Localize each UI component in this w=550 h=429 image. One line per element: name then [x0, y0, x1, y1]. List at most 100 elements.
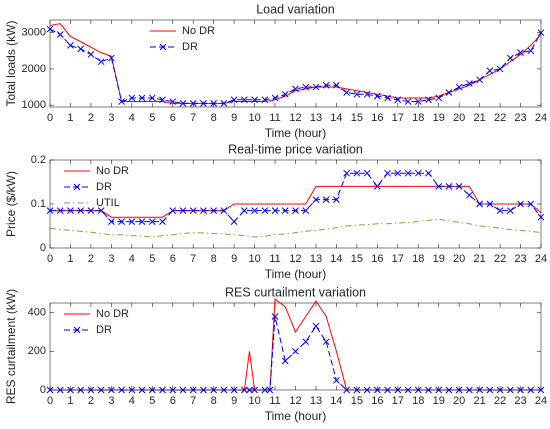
x-tick-label: 5	[149, 253, 155, 265]
marker	[220, 100, 228, 107]
x-tick-label: 0	[47, 112, 53, 124]
x-tick-label: 18	[412, 112, 424, 124]
y-tick-label: 0.1	[31, 198, 46, 210]
x-tick-label: 2	[88, 253, 94, 265]
x-tick-label: 24	[535, 253, 547, 265]
marker	[506, 207, 514, 214]
marker	[138, 94, 146, 102]
marker	[363, 90, 371, 98]
marker	[108, 218, 115, 225]
x-tick-label: 16	[371, 112, 383, 124]
marker	[486, 200, 494, 208]
x-tick-label: 1	[67, 112, 73, 124]
x-axis-label: Time (hour)	[265, 126, 327, 140]
marker	[169, 98, 177, 105]
marker	[425, 96, 432, 104]
x-tick-label: 22	[494, 395, 506, 407]
marker	[343, 89, 350, 96]
x-tick-label: 17	[392, 253, 404, 265]
marker	[271, 207, 279, 214]
marker	[496, 65, 504, 73]
x-tick-label: 9	[231, 395, 237, 407]
marker	[87, 51, 95, 58]
x-tick-label: 0	[47, 253, 53, 265]
y-tick-label: 2000	[22, 63, 46, 75]
marker	[435, 94, 443, 102]
x-tick-label: 18	[412, 253, 424, 265]
x-tick-label: 2	[88, 395, 94, 407]
marker	[496, 207, 504, 214]
x-tick-label: 15	[351, 112, 363, 124]
marker	[230, 96, 238, 104]
chart-title: Load variation	[256, 2, 335, 16]
marker	[179, 100, 187, 107]
marker	[476, 76, 483, 84]
x-tick-label: 6	[170, 395, 176, 407]
marker	[302, 83, 310, 91]
x-tick-label: 3	[108, 253, 114, 265]
legend-label: DR	[182, 41, 198, 53]
x-tick-label: 7	[190, 253, 196, 265]
x-tick-label: 22	[494, 112, 506, 124]
x-tick-label: 8	[211, 253, 217, 265]
marker	[312, 83, 320, 91]
marker	[312, 322, 320, 330]
x-tick-label: 21	[474, 395, 486, 407]
marker	[56, 31, 64, 38]
x-tick-label: 16	[371, 395, 383, 407]
x-tick-label: 21	[474, 112, 486, 124]
x-tick-label: 24	[535, 112, 547, 124]
marker	[179, 207, 187, 214]
legend-label: No DR	[96, 165, 129, 177]
x-tick-label: 20	[453, 395, 465, 407]
marker	[241, 207, 248, 214]
marker	[128, 218, 136, 225]
marker	[138, 218, 146, 225]
marker	[506, 54, 514, 62]
marker	[200, 100, 207, 107]
legend-label: No DR	[96, 308, 129, 320]
chart-title: RES curtailment variation	[225, 285, 366, 299]
marker	[414, 169, 422, 177]
marker	[455, 183, 463, 190]
marker	[159, 96, 166, 104]
x-tick-label: 23	[514, 395, 526, 407]
marker	[302, 338, 310, 346]
marker	[476, 200, 483, 208]
marker	[517, 200, 524, 208]
x-tick-label: 12	[289, 112, 301, 124]
x-tick-label: 6	[170, 253, 176, 265]
marker	[67, 42, 74, 49]
marker	[271, 94, 279, 102]
x-tick-label: 11	[269, 112, 280, 124]
x-tick-label: 9	[231, 112, 237, 124]
legend-label: UTIL	[96, 197, 120, 209]
marker	[230, 218, 238, 225]
x-tick-label: 19	[433, 395, 445, 407]
x-tick-label: 20	[453, 253, 465, 265]
marker	[281, 207, 289, 214]
marker	[210, 100, 218, 107]
x-tick-label: 8	[211, 112, 217, 124]
x-tick-label: 7	[190, 395, 196, 407]
marker	[445, 183, 453, 190]
marker	[159, 218, 166, 225]
x-tick-label: 4	[129, 253, 135, 265]
marker	[333, 376, 340, 384]
x-tick-label: 20	[453, 112, 465, 124]
marker	[353, 169, 361, 177]
x-tick-label: 22	[494, 253, 506, 265]
x-tick-label: 0	[47, 395, 53, 407]
marker	[394, 169, 402, 177]
x-tick-label: 12	[289, 395, 301, 407]
y-axis-label: RES curtailment (kW)	[4, 289, 18, 404]
marker	[77, 207, 85, 214]
y-tick-label: 0	[40, 242, 46, 254]
marker	[404, 169, 412, 177]
y-tick-label: 0	[40, 384, 46, 396]
marker	[302, 207, 310, 214]
marker	[148, 218, 156, 225]
chart-title: Real-time price variation	[228, 142, 363, 156]
marker	[97, 207, 105, 214]
